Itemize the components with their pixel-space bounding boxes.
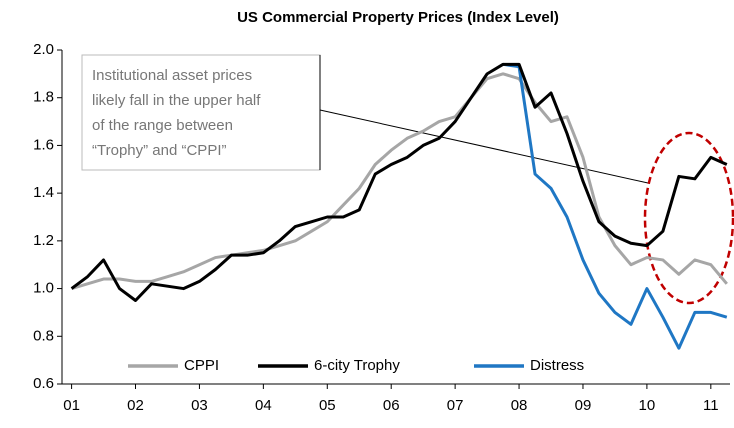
y-tick-label: 2.0 (33, 41, 54, 58)
y-tick-label: 1.8 (33, 89, 54, 106)
series-line (70, 62, 728, 302)
y-tick-label: 1.4 (33, 184, 54, 201)
annotation-box (81, 54, 321, 171)
x-tick-label: 05 (319, 397, 336, 414)
annotation-text: likely fall in the upper half (92, 92, 261, 109)
y-tick-label: 0.8 (33, 327, 54, 344)
annotation-text: Institutional asset prices (92, 67, 252, 84)
y-tick-label: 0.6 (33, 375, 54, 392)
x-tick-label: 04 (255, 397, 272, 414)
legend-label: Distress (530, 357, 584, 374)
x-tick-label: 10 (639, 397, 656, 414)
x-tick-label: 03 (191, 397, 208, 414)
y-tick-label: 1.0 (33, 280, 54, 297)
x-tick-label: 06 (383, 397, 400, 414)
y-tick-label: 1.6 (33, 136, 54, 153)
highlight-ellipse (643, 131, 734, 305)
x-tick-label: 01 (63, 397, 80, 414)
x-tick-label: 07 (447, 397, 464, 414)
legend-label: 6-city Trophy (314, 357, 400, 374)
legend-label: CPPI (184, 357, 219, 374)
annotation-text: of the range between (92, 117, 233, 134)
series-line (71, 72, 728, 291)
x-tick-label: 02 (127, 397, 144, 414)
series-line (502, 62, 728, 350)
y-tick-label: 1.2 (33, 232, 54, 249)
annotation-text: “Trophy” and “CPPI” (92, 142, 226, 159)
x-tick-label: 08 (511, 397, 528, 414)
chart-title: US Commercial Property Prices (Index Lev… (237, 9, 559, 26)
x-tick-label: 11 (703, 397, 719, 414)
x-tick-label: 09 (575, 397, 592, 414)
annotation-pointer (319, 109, 649, 184)
